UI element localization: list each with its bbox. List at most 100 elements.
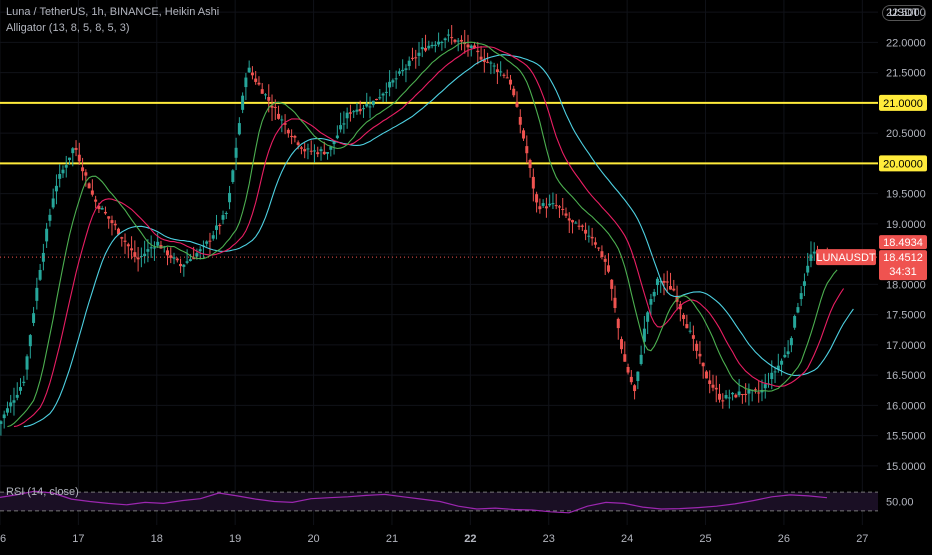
candle-body <box>260 89 264 94</box>
candle-body <box>90 190 94 195</box>
candle-body <box>38 269 42 280</box>
candle-body <box>361 108 365 110</box>
candle-body <box>214 225 218 230</box>
candle-body <box>306 148 310 150</box>
candle-body <box>221 215 225 220</box>
candle-body <box>489 62 493 64</box>
countdown-label: 34:31 <box>889 266 917 278</box>
candle-body <box>616 318 620 329</box>
x-tick-label: 20 <box>307 533 319 545</box>
candle-body <box>179 263 183 267</box>
candle-body <box>345 112 349 119</box>
candle-body <box>299 147 303 149</box>
candle-body <box>110 220 114 224</box>
x-tick-label: 21 <box>386 533 398 545</box>
candle-body <box>606 265 610 272</box>
candle-body <box>68 157 72 160</box>
candle-body <box>136 257 140 260</box>
candle-body <box>365 104 369 107</box>
chart-title: Luna / TetherUS, 1h, BINANCE, Heikin Ash… <box>6 6 220 18</box>
candle-body <box>682 314 686 319</box>
candle-body <box>737 391 741 396</box>
level-price-tag-label: 20.0000 <box>883 158 923 170</box>
candle-body <box>316 152 320 155</box>
rsi-label[interactable]: RSI (14, close) <box>6 486 79 498</box>
candle-body <box>250 72 254 76</box>
candle-body <box>603 258 607 262</box>
candle-body <box>74 147 78 150</box>
candle-body <box>335 135 339 139</box>
candle-body <box>466 44 470 48</box>
candle-body <box>685 324 689 329</box>
level-price-tag <box>879 94 927 111</box>
candle-body <box>5 408 9 413</box>
candle-body <box>701 362 705 367</box>
candle-body <box>277 113 281 119</box>
candle-body <box>218 225 222 227</box>
candle-body <box>430 44 434 47</box>
candle-body <box>97 205 101 210</box>
last-price-tag <box>879 250 927 281</box>
candle-body <box>469 45 473 48</box>
candle-body <box>753 389 757 391</box>
candle-body <box>721 400 725 402</box>
candle-body <box>368 106 372 108</box>
y-tick-label: 20.5000 <box>886 128 926 140</box>
candle-body <box>384 91 388 93</box>
candle-body <box>659 281 663 283</box>
candle-body <box>629 376 633 383</box>
candle-body <box>727 397 731 399</box>
upper-price-tag-label: 18.4934 <box>883 237 923 249</box>
candle-body <box>195 253 199 257</box>
candle-body <box>518 116 522 125</box>
candle-body <box>551 203 555 205</box>
candle-body <box>780 360 784 365</box>
y-tick-label: 15.0000 <box>886 461 926 473</box>
candle-body <box>28 335 32 347</box>
candle-body <box>718 393 722 400</box>
candle-body <box>757 392 761 394</box>
candle-body <box>414 57 418 59</box>
currency-button[interactable]: USDT <box>882 5 926 21</box>
candle-body <box>770 372 774 380</box>
candle-body <box>267 97 271 101</box>
candle-body <box>394 78 398 80</box>
candle-body <box>571 220 575 223</box>
candle-body <box>120 237 124 239</box>
symbol-tag-label: LUNAUSDT <box>816 252 876 264</box>
candle-body <box>763 384 767 389</box>
candle-body <box>388 81 392 88</box>
candle-body <box>639 354 643 364</box>
candle-body <box>329 146 333 150</box>
rsi-level-label: 50.00 <box>886 497 914 509</box>
candle-body <box>420 47 424 50</box>
candle-body <box>391 80 395 83</box>
candle-body <box>522 130 526 139</box>
x-tick-label: 26 <box>778 533 790 545</box>
candle-body <box>698 353 702 357</box>
candle-body <box>192 258 196 260</box>
candle-body <box>508 79 512 85</box>
candle-body <box>237 123 241 135</box>
candle-body <box>427 45 431 49</box>
candle-body <box>554 205 558 207</box>
candle-body <box>695 343 699 351</box>
candle-body <box>450 37 454 39</box>
candle-body <box>51 198 55 208</box>
candle-body <box>446 34 450 36</box>
y-tick-label: 17.0000 <box>886 340 926 352</box>
candle-body <box>734 394 738 398</box>
indicator-label[interactable]: Alligator (13, 8, 5, 8, 5, 3) <box>6 22 130 34</box>
candle-body <box>290 135 294 138</box>
candle-body <box>175 258 179 261</box>
x-tick-label: 24 <box>621 533 633 545</box>
candle-body <box>655 278 659 286</box>
candle-body <box>342 123 346 125</box>
candle-body <box>94 199 98 202</box>
candle-body <box>133 252 137 257</box>
candle-body <box>512 88 516 96</box>
candle-body <box>482 59 486 62</box>
candle-body <box>355 109 359 112</box>
